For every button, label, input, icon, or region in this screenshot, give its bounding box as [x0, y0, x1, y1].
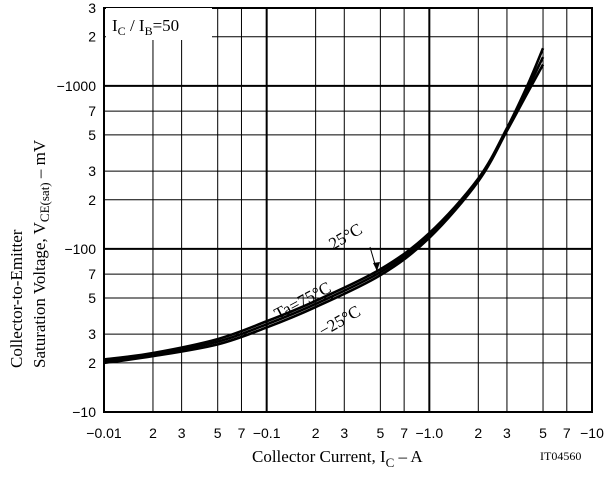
y-tick-label: 2	[88, 192, 96, 208]
series-line-2	[103, 63, 545, 365]
y-tick-label: 7	[88, 266, 96, 282]
y-tick-label: 7	[88, 103, 96, 119]
x-tick-label: 3	[178, 425, 186, 441]
tick-labels: −0.01 2 3 5 7 −0.1 2 3 5 7 −1.0 2 3 5 7 −10−102357−1002…	[57, 0, 604, 441]
y-tick-label: −1000	[57, 78, 97, 94]
series-lines	[103, 47, 545, 365]
y-tick-label: −100	[64, 241, 96, 257]
x-tick-label: −10	[580, 425, 604, 441]
x-tick-label: 7	[563, 425, 571, 441]
x-tick-label: 2	[149, 425, 157, 441]
x-tick-label: 5	[214, 425, 222, 441]
grid	[103, 7, 593, 413]
y-tick-label: 2	[88, 355, 96, 371]
plot-frame	[103, 7, 593, 413]
figure-code: IT04560	[540, 449, 581, 463]
x-tick-label: −0.1	[253, 425, 281, 441]
y-tick-label: 3	[88, 0, 96, 16]
x-axis-title: Collector Current, IC – A	[252, 447, 423, 470]
x-tick-label: −0.01	[86, 425, 122, 441]
series-line-1	[103, 56, 545, 363]
x-tick-label: 7	[238, 425, 246, 441]
x-tick-label: 2	[474, 425, 482, 441]
x-tick-label: 5	[376, 425, 384, 441]
y-tick-label: 5	[88, 290, 96, 306]
y-tick-label: 2	[88, 29, 96, 45]
x-tick-label: 2	[312, 425, 320, 441]
y-tick-label: 3	[88, 326, 96, 342]
y-tick-label: 5	[88, 127, 96, 143]
condition-label: IC / IB=50	[112, 16, 179, 38]
x-tick-label: 7	[400, 425, 408, 441]
x-tick-label: −1.0	[416, 425, 444, 441]
y-tick-label: 3	[88, 163, 96, 179]
y-axis-title-line1: Collector-to-Emitter	[7, 229, 26, 368]
x-tick-label: 3	[503, 425, 511, 441]
series-line-0	[103, 47, 545, 361]
series-pointer-arrow	[373, 262, 380, 271]
x-tick-label: 5	[539, 425, 547, 441]
y-tick-label: −10	[72, 404, 96, 420]
x-tick-label: 3	[340, 425, 348, 441]
y-axis-title-line2: Saturation Voltage, VCE(sat) – mV	[30, 139, 52, 368]
